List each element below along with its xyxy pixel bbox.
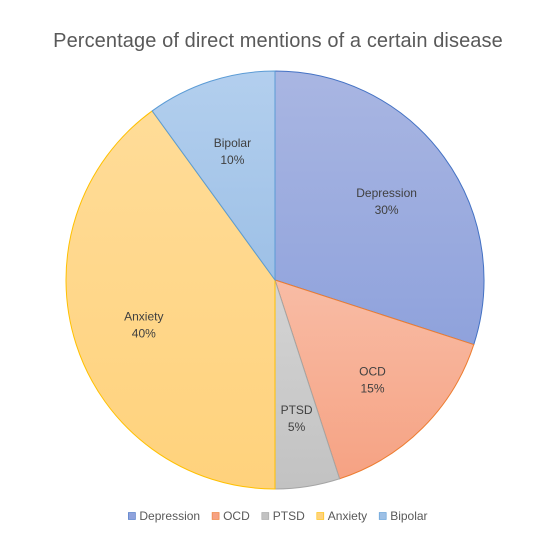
legend-label-bipolar: Bipolar	[390, 509, 427, 523]
legend: Depression OCD PTSD Anxiety Bipolar	[128, 509, 428, 523]
slice-value-ocd: 15%	[360, 382, 384, 396]
legend-swatch-depression	[128, 512, 136, 520]
slice-labels: Depression 30% OCD 15% PTSD 5% Anxiety 40% Bipol…	[124, 136, 417, 434]
legend-label-anxiety: Anxiety	[328, 509, 367, 523]
slice-value-anxiety: 40%	[132, 327, 156, 341]
slice-label-ptsd: PTSD	[281, 403, 313, 417]
pie-slice-bipolar	[151, 70, 276, 282]
pie-slice-ocd	[274, 279, 475, 480]
slice-value-ptsd: 5%	[288, 420, 306, 434]
legend-swatch-anxiety	[316, 512, 325, 520]
legend-label-ocd: OCD	[223, 509, 250, 523]
slice-label-anxiety: Anxiety	[124, 310, 163, 324]
slice-label-ocd: OCD	[359, 365, 386, 379]
legend-swatch-ptsd	[261, 512, 270, 520]
pie-slices	[65, 70, 485, 490]
pie-slice-anxiety	[65, 110, 276, 490]
slice-label-depression: Depression	[356, 186, 417, 200]
legend-swatch-bipolar	[378, 512, 387, 520]
slice-value-bipolar: 10%	[220, 153, 244, 167]
slice-value-depression: 30%	[375, 203, 399, 217]
legend-label-depression: Depression	[139, 509, 200, 523]
legend-swatch-ocd	[211, 512, 220, 520]
legend-label-ptsd: PTSD	[273, 509, 305, 523]
slice-label-bipolar: Bipolar	[214, 136, 251, 150]
chart-title: Percentage of direct mentions of a certa…	[53, 30, 503, 52]
pie-slice-depression	[274, 70, 485, 346]
